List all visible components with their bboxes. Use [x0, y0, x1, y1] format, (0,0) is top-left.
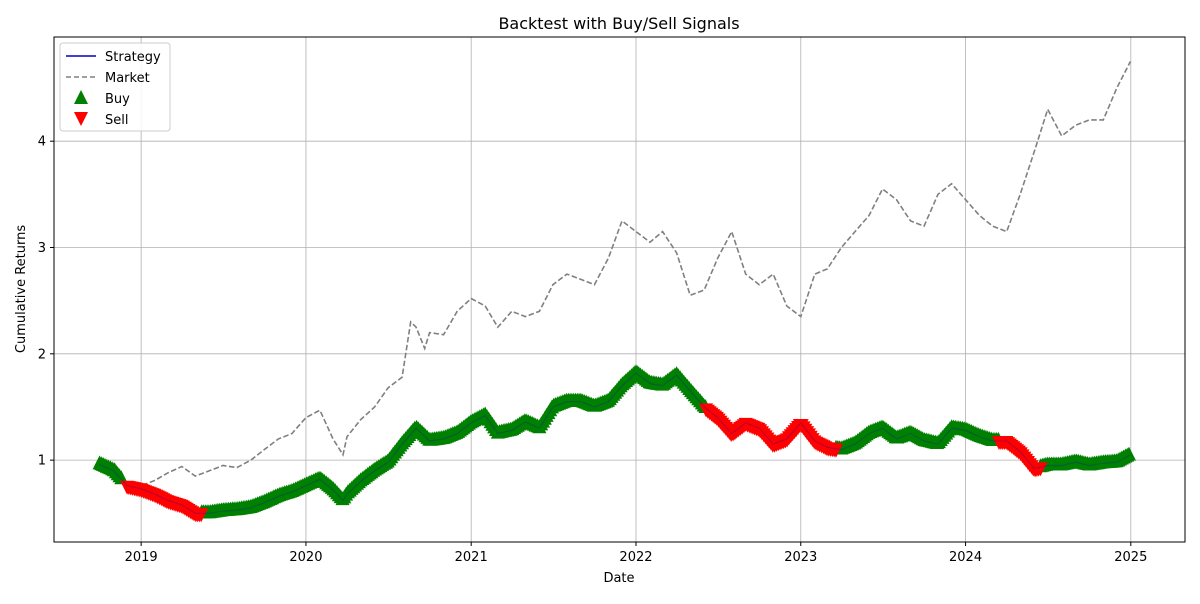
legend-buy-marker	[74, 90, 88, 104]
x-tick-label: 2022	[619, 550, 652, 565]
x-tick-label: 2024	[949, 550, 982, 565]
strategy-series-layer	[99, 372, 1131, 514]
buy-signal-marker	[1122, 446, 1136, 461]
legend-box	[59, 42, 171, 132]
buy-signals-layer	[92, 364, 1136, 519]
x-axis-label: Date	[603, 571, 634, 586]
x-tick-label: 2019	[125, 550, 158, 565]
legend-sell-label: Sell	[105, 113, 128, 128]
market-series-layer	[99, 61, 1132, 487]
y-tick-label: 4	[38, 135, 46, 150]
legend-buy-label: Buy	[105, 92, 130, 107]
legend: Strategy Market Buy Sell	[59, 42, 171, 132]
y-tick-label: 3	[38, 241, 46, 256]
sell-signal-marker	[1033, 462, 1048, 477]
y-tick-label: 2	[38, 347, 46, 362]
x-tick-label: 2025	[1114, 550, 1147, 565]
x-axis: 2019 2020 2021 2022 2023 2024 2025	[125, 542, 1147, 565]
sell-signal-marker	[194, 508, 209, 523]
legend-strategy-label: Strategy	[105, 50, 161, 65]
plot-frame	[53, 36, 1186, 543]
legend-market-label: Market	[105, 71, 150, 86]
x-tick-label: 2023	[784, 550, 817, 565]
x-tick-label: 2020	[289, 550, 322, 565]
grid-lines	[54, 37, 1185, 542]
x-tick-label: 2021	[455, 550, 488, 565]
legend-sell-marker	[74, 112, 88, 126]
market-line	[99, 61, 1132, 487]
y-axis: 1 2 3 4	[38, 135, 54, 469]
sell-signals-layer	[120, 403, 1048, 523]
chart-title: Backtest with Buy/Sell Signals	[498, 14, 739, 33]
strategy-line	[99, 372, 1131, 514]
y-tick-label: 1	[38, 454, 46, 469]
sell-signal-marker	[829, 443, 843, 458]
y-axis-label: Cumulative Returns	[14, 225, 29, 353]
